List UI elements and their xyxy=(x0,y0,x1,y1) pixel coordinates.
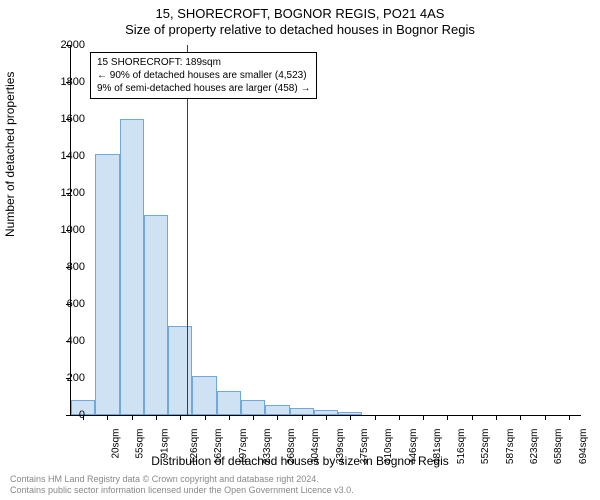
histogram-bar xyxy=(168,326,192,415)
x-tick-mark xyxy=(229,415,230,420)
marker-line xyxy=(187,45,188,415)
x-tick-mark xyxy=(545,415,546,420)
x-tick-mark xyxy=(447,415,448,420)
footer-line-1: Contains HM Land Registry data © Crown c… xyxy=(10,474,354,485)
x-tick-label: 91sqm xyxy=(159,429,170,459)
y-tick-label: 1400 xyxy=(35,150,85,162)
histogram-bar xyxy=(265,405,289,415)
histogram-bar xyxy=(120,119,144,415)
x-tick-label: 410sqm xyxy=(383,429,394,465)
x-tick-label: 446sqm xyxy=(408,429,419,465)
x-tick-mark xyxy=(156,415,157,420)
x-tick-mark xyxy=(180,415,181,420)
histogram-bar xyxy=(241,400,265,415)
x-tick-label: 694sqm xyxy=(578,429,589,465)
x-tick-label: 162sqm xyxy=(213,429,224,465)
annotation-line: ← 90% of detached houses are smaller (4,… xyxy=(97,69,310,82)
x-tick-label: 516sqm xyxy=(456,429,467,465)
x-tick-label: 623sqm xyxy=(529,429,540,465)
x-tick-label: 304sqm xyxy=(311,429,322,465)
x-tick-mark xyxy=(350,415,351,420)
x-tick-mark xyxy=(375,415,376,420)
y-tick-label: 2000 xyxy=(35,39,85,51)
x-tick-mark xyxy=(277,415,278,420)
x-tick-mark xyxy=(302,415,303,420)
x-tick-label: 126sqm xyxy=(189,429,200,465)
x-tick-mark xyxy=(107,415,108,420)
x-tick-label: 375sqm xyxy=(359,429,370,465)
y-tick-label: 1000 xyxy=(35,224,85,236)
x-tick-mark xyxy=(205,415,206,420)
footer-line-2: Contains public sector information licen… xyxy=(10,485,354,496)
histogram-bar xyxy=(290,408,314,415)
histogram-bar xyxy=(95,154,119,415)
y-axis-label: Number of detached properties xyxy=(3,72,17,237)
x-tick-label: 339sqm xyxy=(335,429,346,465)
y-tick-label: 1200 xyxy=(35,187,85,199)
x-tick-mark xyxy=(569,415,570,420)
y-tick-label: 600 xyxy=(35,298,85,310)
y-tick-label: 0 xyxy=(35,409,85,421)
annotation-line: 15 SHORECROFT: 189sqm xyxy=(97,56,310,69)
chart-plot-area xyxy=(70,45,581,416)
x-tick-label: 552sqm xyxy=(481,429,492,465)
x-tick-label: 268sqm xyxy=(286,429,297,465)
chart-title: Size of property relative to detached ho… xyxy=(0,22,600,37)
histogram-bar xyxy=(144,215,168,415)
x-tick-label: 197sqm xyxy=(238,429,249,465)
x-tick-mark xyxy=(423,415,424,420)
x-tick-label: 658sqm xyxy=(553,429,564,465)
annotation-box: 15 SHORECROFT: 189sqm← 90% of detached h… xyxy=(90,52,317,99)
x-tick-mark xyxy=(520,415,521,420)
x-tick-mark xyxy=(132,415,133,420)
y-tick-label: 800 xyxy=(35,261,85,273)
x-tick-label: 481sqm xyxy=(432,429,443,465)
chart-supertitle: 15, SHORECROFT, BOGNOR REGIS, PO21 4AS xyxy=(0,6,600,21)
x-tick-mark xyxy=(496,415,497,420)
annotation-line: 9% of semi-detached houses are larger (4… xyxy=(97,82,310,95)
x-tick-mark xyxy=(253,415,254,420)
y-tick-label: 1800 xyxy=(35,76,85,88)
histogram-bar xyxy=(192,376,216,415)
x-tick-mark xyxy=(399,415,400,420)
histogram-bar xyxy=(217,391,241,415)
x-tick-label: 55sqm xyxy=(135,429,146,459)
y-tick-label: 200 xyxy=(35,372,85,384)
x-tick-label: 587sqm xyxy=(505,429,516,465)
x-tick-mark xyxy=(326,415,327,420)
y-tick-label: 400 xyxy=(35,335,85,347)
y-tick-label: 1600 xyxy=(35,113,85,125)
x-tick-label: 20sqm xyxy=(111,429,122,459)
x-tick-mark xyxy=(472,415,473,420)
x-tick-label: 233sqm xyxy=(262,429,273,465)
footer-attribution: Contains HM Land Registry data © Crown c… xyxy=(10,474,354,496)
